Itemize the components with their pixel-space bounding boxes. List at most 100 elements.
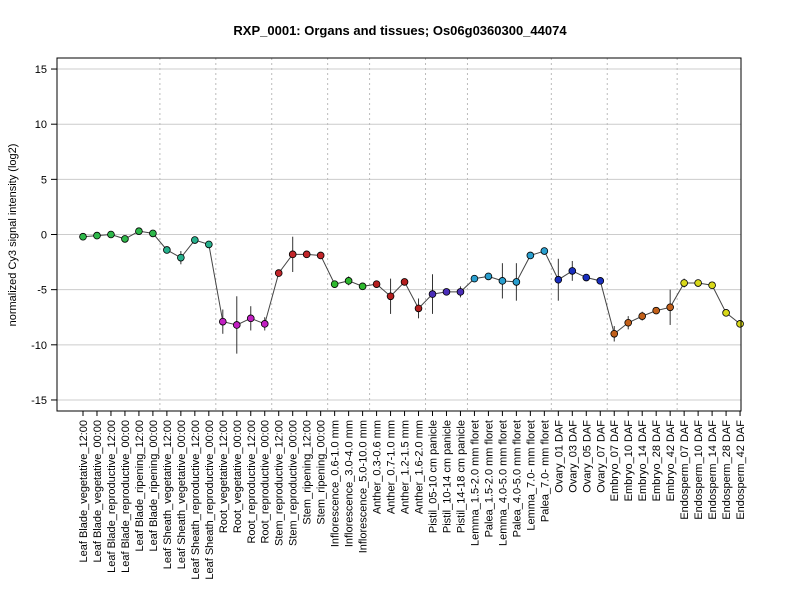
x-tick-label: Stem_ripening_12:00 — [302, 420, 314, 525]
data-point — [400, 278, 409, 286]
x-tick-label: Leaf Sheath_vegetative_12:00 — [162, 420, 174, 569]
x-tick-label: Endosperm_42 DAF — [735, 420, 747, 520]
data-point — [526, 251, 535, 260]
x-tick-label: Root_reproductive_00:00 — [260, 420, 272, 544]
data-point — [135, 227, 143, 235]
data-point — [93, 231, 101, 240]
x-tick-label: Lemma_4.0-5.0 mm floret — [497, 420, 509, 546]
y-tick-label: 15 — [35, 64, 47, 76]
x-tick-label: Anther_1.2-1.5 mm — [400, 420, 412, 514]
data-point — [484, 272, 493, 281]
x-tick-label: Ovary_03 DAF — [567, 420, 579, 493]
x-tick-label: Ovary_01 DAF — [553, 420, 565, 493]
x-tick-label: Stem_ripening_00:00 — [316, 420, 328, 525]
y-tick-label: -5 — [37, 285, 47, 297]
data-points-layer — [79, 227, 744, 338]
data-point — [638, 312, 646, 320]
x-tick-label: Palea_7.0- mm floret — [539, 420, 551, 522]
error-bars-layer — [82, 229, 741, 354]
x-tick-label: Embryo_14 DAF — [637, 420, 649, 502]
data-point — [246, 314, 255, 323]
x-tick-label: Leaf Sheath_reproductive_00:00 — [204, 420, 216, 580]
x-tick-label: Anther_0.3-0.6 mm — [372, 420, 384, 514]
data-point — [582, 273, 591, 282]
y-axis-label: normalized Cy3 signal intensity (log2) — [7, 144, 19, 327]
x-tick-label: Palea_1.5-2.0 mm floret — [483, 420, 495, 537]
data-point — [149, 229, 157, 238]
x-tick-label: Embryo_28 DAF — [651, 420, 663, 502]
data-point — [498, 277, 507, 285]
y-axis: -15 -10 -5 0 5 10 15 — [31, 64, 57, 407]
x-tick-label: Ovary_07 DAF — [595, 420, 607, 493]
data-point — [205, 240, 213, 249]
x-tick-label: Endosperm_07 DAF — [679, 420, 691, 520]
x-tick-label: Leaf Blade_vegetative_00:00 — [92, 420, 104, 563]
x-tick-label: Embryo_42 DAF — [665, 420, 677, 502]
data-point — [554, 275, 563, 284]
y-tick-label: 0 — [41, 230, 47, 242]
data-point — [610, 329, 619, 338]
data-point — [456, 288, 465, 296]
data-point — [708, 281, 716, 290]
x-tick-label: Root_reproductive_12:00 — [246, 420, 258, 544]
data-point — [428, 290, 437, 298]
data-point — [680, 279, 688, 287]
x-tick-label: Stem_reproductive_12:00 — [274, 420, 286, 546]
data-point — [219, 317, 227, 326]
chart-title: RXP_0001: Organs and tissues; Os06g03603… — [233, 23, 567, 38]
data-point — [568, 267, 577, 275]
data-point — [302, 250, 311, 259]
x-tick-label: Endosperm_14 DAF — [707, 420, 719, 520]
x-tick-label: Embryo_07 DAF — [609, 420, 621, 502]
x-tick-label: Pistil_10-14 cm panicle — [441, 420, 453, 533]
data-point — [624, 318, 633, 327]
x-tick-label: Lemma_1.5-2.0 mm floret — [469, 420, 481, 546]
x-axis: Leaf Blade_vegetative_12:00 Leaf Blade_ve… — [78, 411, 747, 580]
data-point — [191, 236, 199, 244]
data-point — [316, 251, 325, 260]
data-point — [666, 303, 674, 312]
data-point — [596, 277, 605, 285]
x-tick-label: Inflorescence_3.0-4.0 mm — [344, 420, 356, 547]
data-point — [260, 320, 269, 328]
x-tick-label: Leaf Blade_reproductive_00:00 — [120, 420, 132, 573]
x-tick-label: Leaf Blade_reproductive_12:00 — [106, 420, 118, 573]
group-separators — [159, 58, 678, 411]
x-tick-label: Endosperm_28 DAF — [721, 420, 733, 520]
x-tick-label: Inflorescence_5.0-10.0 mm — [358, 420, 370, 553]
y-tick-label: 5 — [41, 174, 47, 186]
x-tick-label: Leaf Blade_ripening_00:00 — [148, 420, 160, 552]
data-point — [470, 274, 479, 283]
data-point — [232, 321, 241, 329]
x-tick-label: Inflorescence_0.6-1.0 mm — [330, 420, 342, 547]
data-point — [386, 292, 395, 301]
x-tick-label: Root_vegetative_12:00 — [218, 420, 230, 533]
y-tick-label: -15 — [31, 395, 47, 407]
x-tick-label: Leaf Blade_vegetative_12:00 — [78, 420, 90, 563]
y-tick-label: -10 — [31, 340, 47, 352]
x-tick-label: Anther_0.7-1.0 mm — [386, 420, 398, 514]
data-point — [274, 269, 283, 277]
data-point — [694, 279, 702, 287]
data-point — [722, 309, 730, 317]
data-point — [414, 304, 423, 313]
y-tick-label: 10 — [35, 119, 47, 131]
data-point — [442, 288, 451, 296]
x-tick-label: Pistil_14-18 cm panicle — [455, 420, 467, 533]
x-tick-label: Ovary_05 DAF — [581, 420, 593, 493]
x-tick-label: Palea_4.0-5.0 mm floret — [511, 420, 523, 537]
data-point — [163, 246, 171, 254]
x-tick-label: Leaf Sheath_reproductive_12:00 — [190, 420, 202, 580]
x-tick-label: Anther_1.6-2.0 mm — [414, 420, 426, 514]
x-tick-label: Endosperm_10 DAF — [693, 420, 705, 520]
data-point — [177, 253, 185, 262]
data-point — [372, 280, 381, 288]
x-tick-label: Root_vegetative_00:00 — [232, 420, 244, 533]
x-tick-label: Pistil_05-10 cm panicle — [428, 420, 440, 533]
data-point — [288, 250, 297, 259]
data-point — [79, 232, 87, 241]
x-tick-label: Stem_reproductive_00:00 — [288, 420, 300, 546]
data-point — [540, 247, 549, 255]
data-point — [358, 282, 367, 291]
